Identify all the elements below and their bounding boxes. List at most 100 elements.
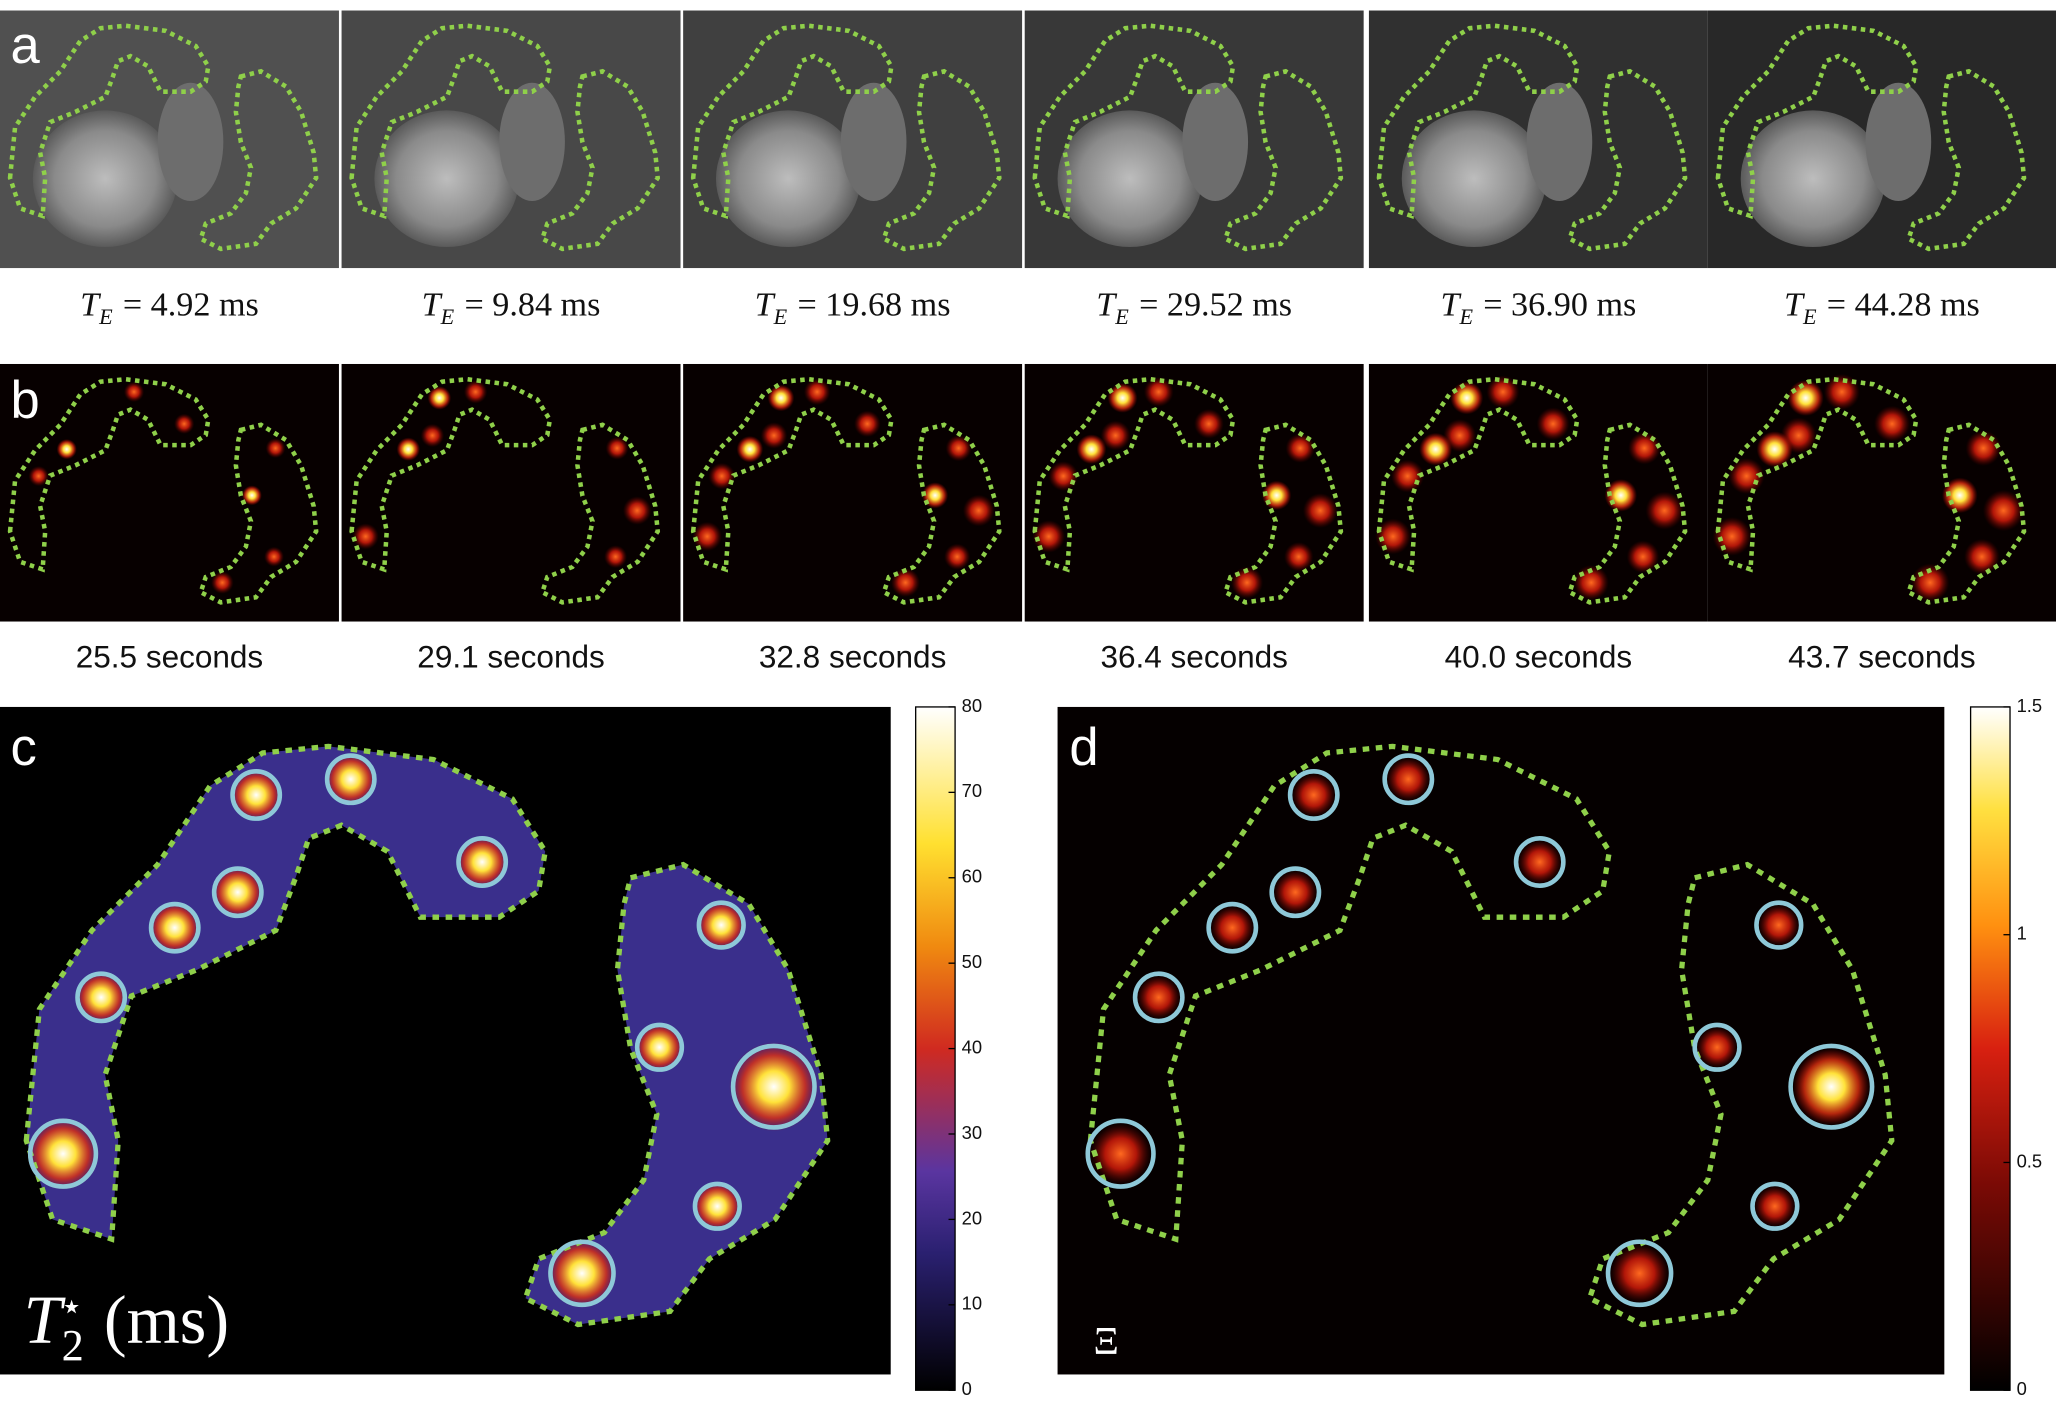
roi-circle [1605,1239,1674,1308]
signal-blob [708,462,736,490]
math-subscript: E [440,304,455,329]
math-label: TE = 19.68 ms [755,286,951,329]
math-symbol: T [755,286,777,323]
signal-blob [1753,1185,1797,1228]
signal-blob [174,413,195,434]
math-text: = 19.68 ms [797,286,950,323]
signal-blob [1792,1047,1871,1126]
math-text: = 4.92 ms [123,286,259,323]
math-text: = 29.52 ms [1139,286,1292,323]
anatomy [157,82,224,202]
signal-blob [1443,419,1477,452]
signal-blob [211,571,234,594]
signal-blob [1419,432,1453,466]
anatomy [1057,110,1203,248]
math-subscript: E [773,304,788,329]
panel-label: a [11,16,41,75]
math-subscript: E [98,304,113,329]
signal-blob [1695,1026,1739,1069]
colorbar-tick-label: 0 [2017,1378,2027,1399]
signal-blob [230,768,283,821]
signal-blob [728,1041,819,1132]
time-caption: 32.8 seconds [759,639,946,675]
signal-blob [696,900,746,950]
signal-blob [962,494,995,527]
colorbar [1969,706,2011,1391]
signal-blob [28,465,49,487]
signal-blob [463,380,488,404]
signal-blob [396,437,421,461]
anatomy [1526,82,1593,202]
signal-blob [1517,839,1563,885]
anatomy [1401,110,1547,248]
signal-blob [148,901,201,954]
roi-circle [1382,753,1435,806]
roi-circle [1132,971,1185,1024]
anatomy [840,82,907,202]
anatomy [715,110,861,248]
roi-circle [211,866,264,919]
time-caption: 36.4 seconds [1100,639,1287,675]
signal-blob [1048,461,1079,491]
roi-circle [75,971,128,1024]
signal-blob [352,523,379,550]
math-symbol: T [80,286,102,323]
math-symbol: T [1096,286,1118,323]
math-subscript: E [1458,304,1473,329]
roi-circle [696,900,746,950]
signal-blob [803,378,831,406]
roi-circle [548,1239,616,1308]
roi-circle [634,1022,685,1072]
math-symbol: T [1784,286,1806,323]
panel-label: b [11,371,40,430]
colorbar-tick-label: 40 [962,1036,982,1057]
signal-blob [265,438,286,459]
mri-image [1024,10,1364,269]
signal-blob [1209,905,1255,951]
hot-map-image [683,363,1023,622]
signal-blob [1536,407,1570,441]
panel-label: c [11,718,37,777]
signal-blob [944,543,971,570]
colorbar-tick-label: 0 [962,1378,972,1399]
roi-circle [456,836,509,888]
anatomy [1182,82,1249,202]
colorbar-tick-label: 20 [962,1207,982,1228]
roi-circle [1754,900,1804,950]
math-label: TE = 9.84 ms [422,286,601,329]
image-background [1368,363,1708,622]
signal-blob [420,423,445,448]
colorbar-tick-label: 60 [962,866,982,887]
colorbar-tick-label: 30 [962,1122,982,1143]
math-label: T2⋆ (ms) [24,1282,229,1370]
signal-blob [767,384,795,412]
signal-blob [1728,458,1765,495]
roi-circle [1085,1118,1156,1189]
signal-blob [1272,869,1318,915]
signal-blob [1375,518,1411,555]
signal-blob [324,753,377,806]
time-caption: 25.5 seconds [76,639,263,675]
signal-blob [1391,459,1424,493]
signal-blob [1823,373,1860,410]
signal-blob [1089,1122,1152,1185]
colorbar-tick-label: 80 [962,695,982,716]
time-caption: 40.0 seconds [1445,639,1632,675]
roi-circle [230,769,283,821]
signal-blob [622,496,652,525]
roi-circle [730,1043,817,1130]
roi-circle [1269,866,1322,919]
mri-image [1368,10,1708,269]
colorbar-tick-label: 1 [2017,923,2027,944]
math-text: = 36.90 ms [1483,286,1636,323]
anatomy [1740,110,1886,248]
signal-blob [1032,520,1066,553]
signal-blob [456,835,509,889]
roi-circle [148,901,201,954]
math-subscript: E [1802,304,1817,329]
math-label: TE = 4.92 ms [80,286,259,329]
anatomy [1865,82,1932,202]
time-caption: 43.7 seconds [1788,639,1975,675]
